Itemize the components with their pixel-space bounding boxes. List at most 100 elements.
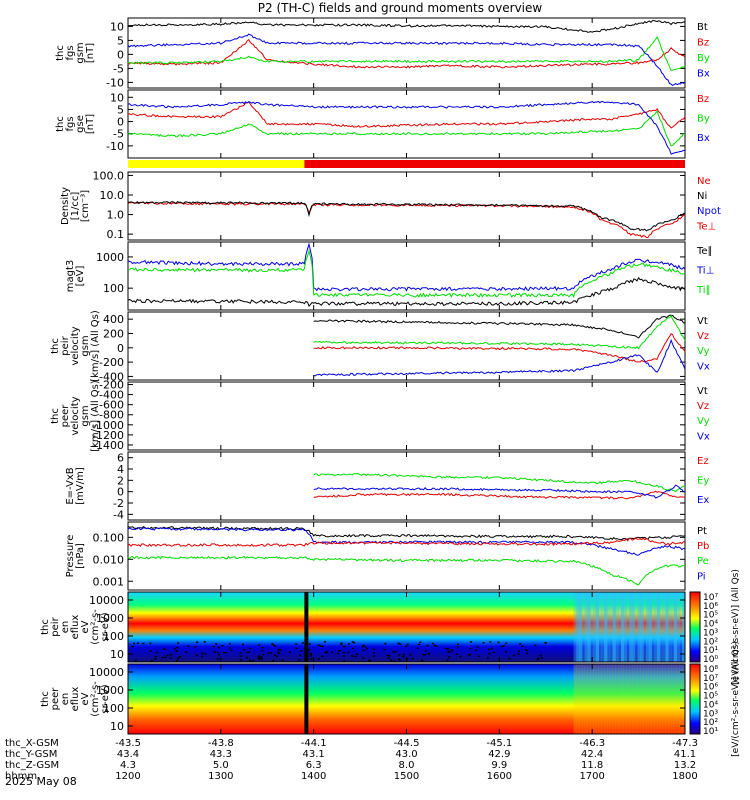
spectrogram-column <box>632 664 635 734</box>
panel-fgs_gse: 1050-5-10thcfgsgse[nT]BzByBx <box>55 90 710 158</box>
spectrogram-noise <box>318 658 320 660</box>
spectrogram-noise <box>258 644 260 646</box>
spectrogram-column <box>610 592 613 662</box>
spectrogram-column <box>615 664 618 734</box>
spectrogram-noise <box>409 654 411 656</box>
spectrogram-noise <box>167 655 169 657</box>
spectrogram-column <box>679 592 682 662</box>
spectrogram-noise <box>175 650 177 652</box>
spectrogram-noise <box>428 653 430 655</box>
spectrogram-noise <box>276 656 278 658</box>
spectrogram-noise <box>365 646 367 648</box>
spectrogram-column <box>632 592 635 662</box>
y-axis-label-line: [nT] <box>85 114 96 134</box>
spectrogram-noise <box>174 648 176 650</box>
x-tick-label: 1400 <box>301 771 326 782</box>
panel-peir_spec: 10000100010010thcpeirenefluxeV(cm²-s-sr-… <box>40 592 685 662</box>
spectrogram-noise <box>185 652 187 654</box>
spectrogram-noise <box>448 656 450 658</box>
spectrogram-column <box>593 664 596 734</box>
spectrogram-noise <box>132 646 134 648</box>
spectrogram-column <box>604 664 607 734</box>
legend-Bz: Bz <box>697 38 709 49</box>
spectrogram-noise <box>505 651 507 653</box>
spectrogram-noise <box>356 653 358 655</box>
y-tick-label: 10 <box>110 648 124 661</box>
spectrogram-gap <box>304 592 308 662</box>
spectrogram-column <box>640 592 643 662</box>
spectrogram-noise <box>151 660 153 662</box>
spectrogram-noise <box>493 652 495 654</box>
spectrogram-noise <box>341 642 343 644</box>
spectrogram-noise <box>518 650 520 652</box>
y-tick-label: 200 <box>103 327 124 340</box>
spectrogram-noise <box>491 648 493 650</box>
legend-Vt: Vt <box>697 316 708 327</box>
spectrogram-noise <box>223 652 225 654</box>
spectrogram-noise <box>310 658 312 660</box>
spectrogram-noise <box>248 651 250 653</box>
y-tick-label: 0.010 <box>93 553 125 566</box>
spectrogram-noise <box>187 645 189 647</box>
spectrogram-noise <box>310 653 312 655</box>
spectrogram-noise <box>540 655 542 657</box>
x-tick-label: 42.9 <box>488 749 510 760</box>
spectrogram-noise <box>388 657 390 659</box>
spectrogram-noise <box>170 657 172 659</box>
legend-Te⊥: Te⊥ <box>696 221 716 232</box>
legend-By: By <box>697 113 710 124</box>
y-tick-label: 5 <box>117 103 124 116</box>
spectrogram-noise <box>509 658 511 660</box>
panels: 1050-5-10thcfgsgsm[nT]BtBzByBx1050-5-10t… <box>40 18 721 734</box>
spectrogram-noise <box>137 642 139 644</box>
date-label: 2025 May 08 <box>5 775 77 788</box>
spectrogram-noise <box>362 657 364 659</box>
spectrogram-column <box>646 592 649 662</box>
panel-frame <box>128 18 685 88</box>
x-tick-label: 1600 <box>487 771 512 782</box>
y-tick-label: -10 <box>106 76 124 89</box>
x-tick-label: 1500 <box>394 771 419 782</box>
y-tick-label: 0 <box>117 116 124 129</box>
spectrogram-noise <box>338 650 340 652</box>
y-axis-label-line: [mV/m] <box>75 467 86 505</box>
spectrogram-noise <box>384 643 386 645</box>
panel-temperature: 1000100magt3[eV]Te∥Ti⊥Ti∥ <box>65 242 714 310</box>
spectrogram-noise <box>456 653 458 655</box>
spectrogram-noise <box>289 652 291 654</box>
spectrogram-noise <box>272 660 274 662</box>
spectrogram-noise <box>398 654 400 656</box>
spectrogram-noise <box>221 645 223 647</box>
spectrogram-noise <box>373 652 375 654</box>
spectrogram-column <box>657 664 660 734</box>
spectrogram-noise <box>435 645 437 647</box>
x-tick-label: 43.3 <box>210 749 232 760</box>
spectrogram-column <box>576 592 579 662</box>
legend-Vz: Vz <box>697 331 709 342</box>
spectrogram-column <box>638 664 641 734</box>
spectrogram-column <box>579 592 582 662</box>
y-tick-label: 10 <box>110 720 124 733</box>
spectrogram-column <box>615 592 618 662</box>
y-tick-label: 10000 <box>89 666 124 679</box>
spectrogram-noise <box>217 658 219 660</box>
panel-frame <box>128 452 685 520</box>
spectrogram-noise <box>470 641 472 643</box>
x-tick-label: 1200 <box>115 771 140 782</box>
spectrogram-noise <box>418 644 420 646</box>
spectrogram-noise <box>475 650 477 652</box>
y-axis-label-line: [eV] <box>75 266 86 287</box>
spectrogram-noise <box>177 657 179 659</box>
spectrogram-noise <box>215 643 217 645</box>
spectrogram-noise <box>398 643 400 645</box>
spectrogram-noise <box>179 656 181 658</box>
y-tick-label: 0.001 <box>93 575 125 588</box>
legend-Ti⊥: Ti⊥ <box>696 265 714 276</box>
spectrogram-noise <box>451 651 453 653</box>
spectrogram-noise <box>369 660 371 662</box>
panel-e_field: 6420-2-4E=-VxB[mV/m]EzEyEx <box>65 452 709 522</box>
legend-Npot: Npot <box>697 206 721 217</box>
spectrogram-column <box>671 664 674 734</box>
y-axis-label: thcpeirenefluxeV(cm²-s-sr-eV) <box>40 609 111 645</box>
spectrogram-column <box>624 664 627 734</box>
